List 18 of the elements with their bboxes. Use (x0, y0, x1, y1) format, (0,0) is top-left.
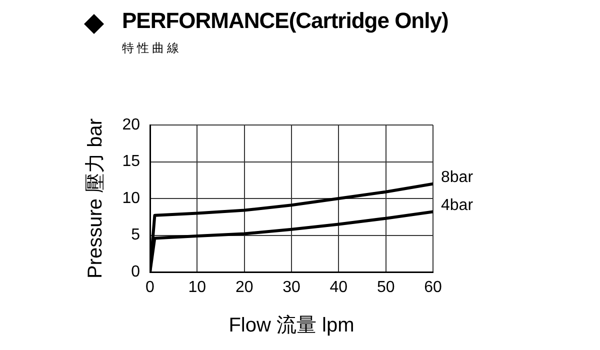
chart-subtitle: 特性曲線 (122, 40, 182, 57)
x-tick-label: 20 (235, 279, 254, 296)
y-tick-label: 5 (131, 226, 140, 244)
x-tick-label: 30 (282, 279, 300, 296)
x-tick-label: 0 (146, 279, 155, 296)
y-tick-label: 15 (122, 153, 140, 170)
x-axis-title: Flow 流量 lpm (228, 314, 354, 337)
series-label: 4bar (441, 197, 474, 214)
x-tick-label: 40 (330, 279, 348, 296)
y-tick-label: 20 (122, 116, 140, 134)
x-tick-label: 60 (424, 279, 442, 296)
chart-title: PERFORMANCE(Cartridge Only) (122, 8, 448, 34)
series-label: 8bar (441, 169, 474, 186)
y-tick-label: 10 (122, 190, 140, 207)
y-tick-label: 0 (131, 263, 140, 280)
x-tick-label: 10 (188, 279, 206, 296)
x-tick-label: 50 (376, 279, 395, 296)
y-axis-title: Pressure 壓力 bar (84, 118, 107, 279)
